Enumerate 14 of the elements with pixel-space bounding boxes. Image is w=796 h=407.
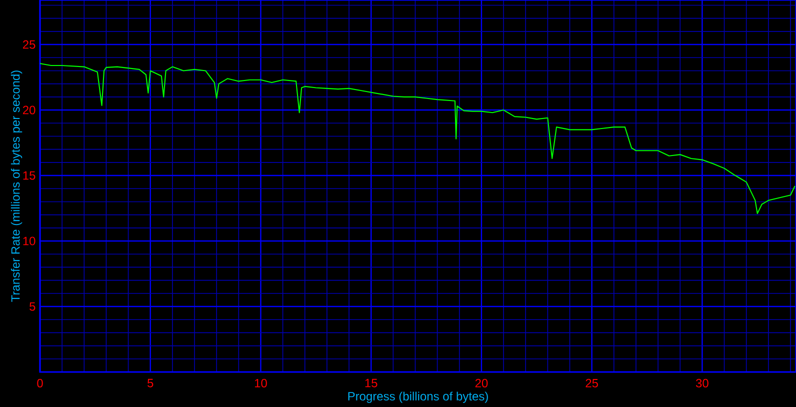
y-tick-label: 5 [30, 302, 36, 311]
y-tick-label: 25 [22, 40, 36, 49]
y-tick-label: 20 [22, 106, 36, 114]
x-axis-title: Progress (billions of bytes) [348, 392, 488, 403]
y-axis-title: Transfer Rate (millions of bytes per second) [10, 70, 22, 302]
x-tick-label: 25 [586, 378, 598, 388]
x-tick-label: 10 [254, 378, 267, 388]
x-tick-label: 30 [696, 378, 708, 388]
y-tick-label: 10 [23, 236, 36, 246]
x-tick-label: 0 [37, 378, 43, 388]
x-tick-label: 20 [475, 378, 488, 388]
x-tick-label: 15 [365, 378, 378, 388]
x-tick-label: 5 [148, 378, 154, 388]
y-tick-label: 15 [23, 171, 36, 180]
